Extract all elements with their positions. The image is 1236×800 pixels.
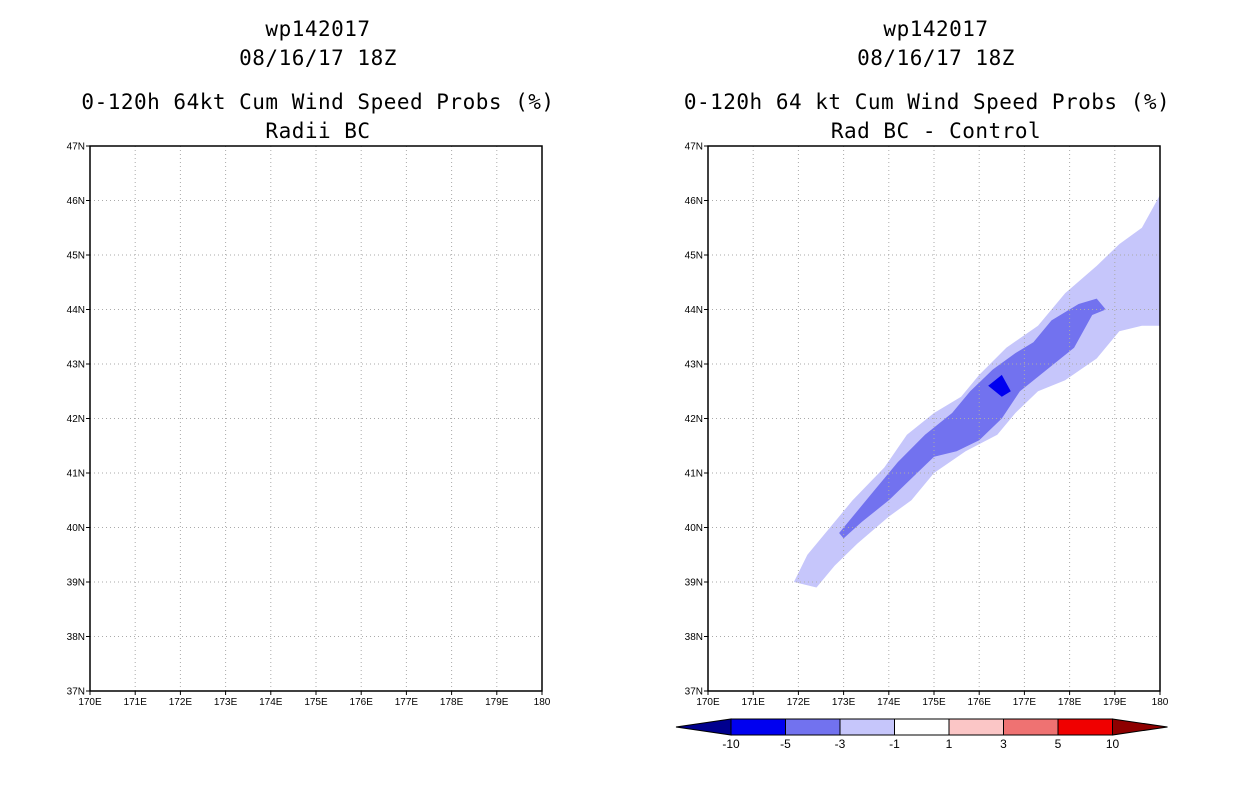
right-y-tick-label: 47N xyxy=(685,142,703,153)
colorbar-box xyxy=(1057,718,1113,736)
left-x-tick-label: 174E xyxy=(259,697,283,708)
left-title-line-1: wp142017 xyxy=(265,17,371,41)
left-y-tick-label: 37N xyxy=(67,687,85,698)
right-x-tick-label: 172E xyxy=(787,697,811,708)
colorbar-label: 3 xyxy=(1000,737,1007,751)
colorbar-box xyxy=(730,718,786,736)
left-x-tick-label: 172E xyxy=(169,697,193,708)
right-y-tick-label: 41N xyxy=(685,469,703,480)
left-y-tick-label: 47N xyxy=(67,142,85,153)
colorbar-box xyxy=(1003,718,1059,736)
colorbar-label: -1 xyxy=(889,737,900,751)
left-x-tick-label: 180 xyxy=(534,697,551,708)
left-x-tick-label: 176E xyxy=(350,697,374,708)
right-x-tick-label: 178E xyxy=(1058,697,1082,708)
right-x-tick-label: 176E xyxy=(968,697,992,708)
right-x-tick-label: 177E xyxy=(1013,697,1037,708)
right-y-tick-label: 40N xyxy=(685,523,703,534)
colorbar-label: 5 xyxy=(1055,737,1062,751)
right-y-tick-label: 38N xyxy=(685,632,703,643)
right-x-tick-label: 173E xyxy=(832,697,856,708)
colorbar-label: -3 xyxy=(835,737,846,751)
right-x-tick-label: 174E xyxy=(877,697,901,708)
right-colorbar: -10 -5 -3 -1 1 3 5 10 xyxy=(675,718,1168,751)
left-title-line-2: 08/16/17 18Z xyxy=(239,46,397,70)
colorbar-label: -5 xyxy=(780,737,791,751)
right-y-tick-label: 45N xyxy=(685,251,703,262)
right-title-line-1: wp142017 xyxy=(883,17,989,41)
colorbar-label: -10 xyxy=(722,737,740,751)
right-y-tick-label: 46N xyxy=(685,196,703,207)
left-y-tick-label: 39N xyxy=(67,578,85,589)
right-contour-2 xyxy=(988,374,1011,397)
right-y-tick-label: 43N xyxy=(685,360,703,371)
left-y-tick-label: 43N xyxy=(67,360,85,371)
colorbar-arrow-left xyxy=(675,718,732,736)
left-title-line-3: 0-120h 64kt Cum Wind Speed Probs (%) xyxy=(81,90,555,114)
right-y-tick-label: 44N xyxy=(685,305,703,316)
left-y-tick-label: 38N xyxy=(67,632,85,643)
left-y-tick-label: 44N xyxy=(67,305,85,316)
right-title-line-2: 08/16/17 18Z xyxy=(857,46,1015,70)
left-y-tick-label: 40N xyxy=(67,523,85,534)
left-y-tick-label: 41N xyxy=(67,469,85,480)
right-y-tick-label: 39N xyxy=(685,578,703,589)
colorbar-arrow-right xyxy=(1112,718,1168,736)
colorbar-label: 1 xyxy=(946,737,953,751)
right-map-panel: 170E 171E 172E 173E 174E 175E 176E 177E 178E 179E… xyxy=(675,142,1169,751)
left-x-tick-label: 178E xyxy=(440,697,464,708)
left-x-tick-label: 177E xyxy=(395,697,419,708)
colorbar-box xyxy=(948,718,1004,736)
right-x-tick-label: 170E xyxy=(696,697,720,708)
left-x-tick-label: 179E xyxy=(485,697,509,708)
left-x-tick-label: 170E xyxy=(78,697,102,708)
right-x-tick-label: 180 xyxy=(1152,697,1169,708)
left-x-tick-label: 173E xyxy=(214,697,238,708)
left-x-tick-label: 175E xyxy=(304,697,328,708)
right-x-tick-label: 175E xyxy=(922,697,946,708)
left-map-panel: 170E 171E 172E 173E 174E 175E 176E 177E 178E 179E… xyxy=(67,142,551,709)
colorbar-label: 10 xyxy=(1106,737,1120,751)
left-x-tick-label: 171E xyxy=(124,697,148,708)
right-y-tick-label: 42N xyxy=(685,414,703,425)
left-title-line-4: Radii BC xyxy=(265,119,371,143)
right-title-line-3: 0-120h 64 kt Cum Wind Speed Probs (%) xyxy=(683,90,1171,114)
left-y-tick-label: 45N xyxy=(67,251,85,262)
right-y-tick-label: 37N xyxy=(685,687,703,698)
right-x-tick-label: 171E xyxy=(742,697,766,708)
right-title-line-4: Rad BC - Control xyxy=(830,119,1042,143)
left-y-tick-label: 42N xyxy=(67,414,85,425)
right-x-tick-label: 179E xyxy=(1103,697,1127,708)
colorbar-box xyxy=(894,718,950,736)
left-y-tick-label: 46N xyxy=(67,196,85,207)
colorbar-box xyxy=(839,718,895,736)
colorbar-box xyxy=(785,718,841,736)
